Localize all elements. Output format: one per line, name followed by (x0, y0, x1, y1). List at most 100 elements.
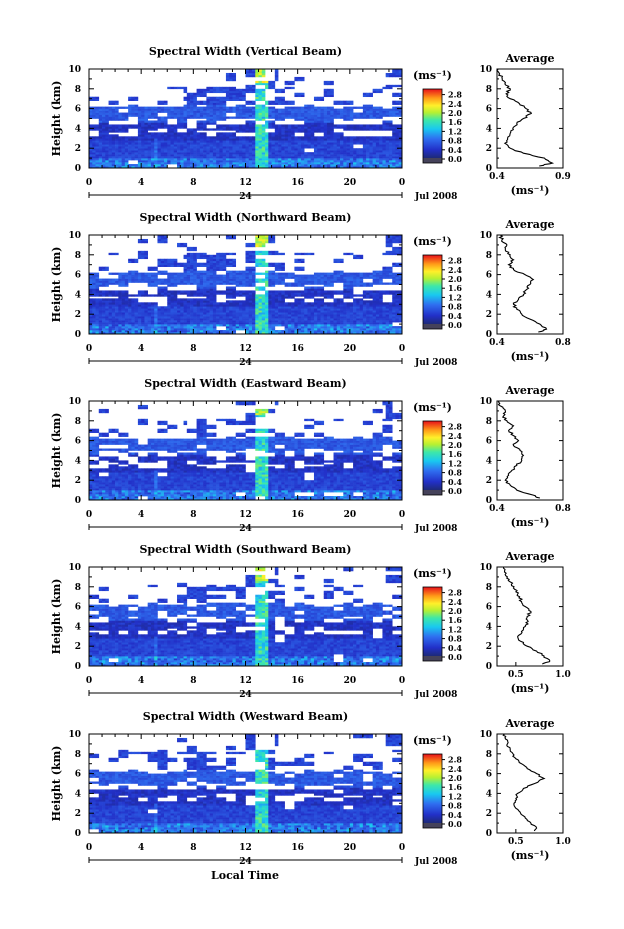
date-label: Jul 2008 (414, 857, 457, 867)
panel-4: Spectral Width (Southward Beam)0246810He… (50, 543, 571, 700)
y-tick-label: 8 (75, 750, 81, 760)
x-tick-label: 8 (190, 843, 196, 853)
y-tick-label: 10 (68, 65, 81, 75)
colorbar-unit: (ms⁻¹) (413, 69, 452, 82)
y-tick-label: 6 (75, 271, 81, 281)
y-tick-label: 4 (75, 622, 81, 632)
x-tick-label: 16 (291, 843, 304, 853)
profile-frame (496, 400, 564, 501)
colorbar-tick-label: 0.0 (448, 154, 462, 164)
x-tick-label: 12 (239, 676, 252, 686)
y-tick-label: 8 (75, 417, 81, 427)
y-axis-label: Height (km) (50, 579, 63, 655)
colorbar-tick-label: 0.4 (448, 810, 462, 820)
x-tick-label: 8 (190, 510, 196, 520)
y-axis-label: Height (km) (50, 247, 63, 323)
x-tick-label: 0 (399, 676, 405, 686)
profile-x-axis-label: (ms⁻¹) (511, 849, 550, 862)
profile-line (496, 68, 555, 167)
x-tick-label: 16 (291, 178, 304, 188)
colorbar-tick-label: 0.4 (448, 145, 462, 155)
x-tick-label: 4 (138, 676, 144, 686)
profile-y-tick-label: 0 (486, 164, 492, 174)
colorbar-tick-label: 1.6 (448, 615, 462, 625)
date-day-label: 24 (239, 192, 252, 202)
y-tick-label: 6 (75, 437, 81, 447)
y-tick-label: 2 (75, 809, 81, 819)
profile-y-tick-label: 10 (479, 563, 492, 573)
colorbar-tick-label: 2.4 (448, 764, 462, 774)
profile-y-tick-label: 4 (486, 622, 492, 632)
colorbar-tick-label: 2.4 (448, 431, 462, 441)
profile-y-tick-label: 6 (486, 603, 492, 613)
y-tick-label: 2 (75, 476, 81, 486)
y-tick-label: 0 (75, 164, 81, 174)
profile-frame (496, 68, 564, 169)
profile-y-tick-label: 4 (486, 124, 492, 134)
x-tick-label: 8 (190, 344, 196, 354)
panel-title: Spectral Width (Eastward Beam) (144, 377, 346, 390)
profile-title: Average (504, 717, 554, 730)
x-tick-label: 0 (86, 344, 92, 354)
profile-y-tick-label: 6 (486, 271, 492, 281)
profile-y-tick-label: 2 (486, 642, 492, 652)
profile-y-tick-label: 10 (479, 65, 492, 75)
colorbar-tick-label: 2.8 (448, 256, 462, 266)
heatmap-field (89, 567, 403, 667)
colorbar-tick-label: 1.2 (448, 624, 462, 634)
x-tick-label: 4 (138, 843, 144, 853)
profile-x-tick-label: 1.0 (555, 670, 571, 680)
y-tick-label: 4 (75, 456, 81, 466)
y-tick-label: 2 (75, 310, 81, 320)
x-tick-label: 20 (344, 178, 357, 188)
profile-title: Average (504, 384, 554, 397)
date-day-label: 24 (239, 857, 252, 867)
y-tick-label: 10 (68, 563, 81, 573)
heatmap-field (89, 734, 403, 834)
date-label: Jul 2008 (414, 358, 457, 368)
profile-y-tick-label: 6 (486, 770, 492, 780)
colorbar-tick-label: 2.0 (448, 108, 462, 118)
x-tick-label: 4 (138, 178, 144, 188)
profile-y-tick-label: 0 (486, 662, 492, 672)
y-tick-label: 2 (75, 144, 81, 154)
x-tick-label: 4 (138, 510, 144, 520)
profile-y-tick-label: 8 (486, 417, 492, 427)
profile-y-tick-label: 6 (486, 105, 492, 115)
profile-line (497, 400, 541, 499)
panel-2: Spectral Width (Northward Beam)0246810He… (50, 211, 571, 368)
colorbar-tick-label: 0.8 (448, 136, 462, 146)
x-tick-label: 12 (239, 843, 252, 853)
profile-y-tick-label: 8 (486, 583, 492, 593)
profile-line (498, 234, 548, 333)
y-tick-label: 10 (68, 730, 81, 740)
profile-x-tick-label: 0.5 (508, 670, 524, 680)
heatmap-field (89, 401, 403, 501)
colorbar-tick-label: 2.8 (448, 90, 462, 100)
colorbar-tick-label: 2.0 (448, 440, 462, 450)
colorbar (423, 421, 442, 490)
x-tick-label: 20 (344, 344, 357, 354)
profile-y-tick-label: 10 (479, 231, 492, 241)
profile-y-tick-label: 2 (486, 476, 492, 486)
y-tick-label: 0 (75, 330, 81, 340)
profile-x-tick-label: 0.4 (489, 504, 505, 514)
colorbar-floor (423, 656, 442, 661)
profile-y-tick-label: 6 (486, 437, 492, 447)
profile-x-tick-label: 0.4 (489, 172, 505, 182)
y-tick-label: 4 (75, 290, 81, 300)
profile-x-axis-label: (ms⁻¹) (511, 184, 550, 197)
colorbar-tick-label: 2.8 (448, 755, 462, 765)
colorbar-tick-label: 2.8 (448, 588, 462, 598)
profile-y-tick-label: 8 (486, 750, 492, 760)
y-tick-label: 6 (75, 105, 81, 115)
heatmap-field (89, 69, 403, 169)
date-day-label: 24 (239, 524, 252, 534)
colorbar-frame (422, 88, 443, 164)
y-tick-label: 10 (68, 231, 81, 241)
x-tick-label: 12 (239, 178, 252, 188)
y-tick-label: 8 (75, 85, 81, 95)
profile-frame (496, 733, 564, 834)
profile-y-tick-label: 10 (479, 397, 492, 407)
colorbar-tick-label: 0.0 (448, 320, 462, 330)
